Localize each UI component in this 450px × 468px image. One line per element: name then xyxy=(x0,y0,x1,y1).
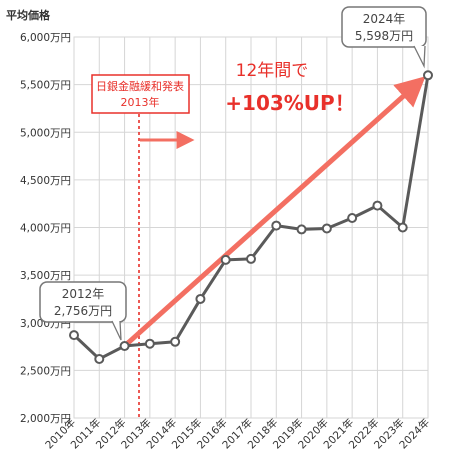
callouts: 2012年 2,756万円 2024年 5,598万円 xyxy=(39,6,427,341)
data-point xyxy=(271,220,282,231)
data-point xyxy=(170,336,181,347)
series-line-group xyxy=(69,70,433,364)
callout-2024-value: 5,598万円 xyxy=(355,29,413,43)
data-point xyxy=(220,254,231,265)
callout-2012-value: 2,756万円 xyxy=(54,304,112,318)
y-tick-label: 5,500万円 xyxy=(20,80,71,92)
y-tick-label: 2,500万円 xyxy=(20,365,71,377)
data-point xyxy=(69,330,79,341)
y-tick-label: 6,000万円 xyxy=(20,32,71,44)
event-annotation: 日銀金融緩和発表 2013年 xyxy=(91,74,195,418)
data-point xyxy=(347,212,358,223)
event-label-box xyxy=(91,74,190,114)
callout-2012-box xyxy=(39,281,127,323)
callout-2012-year: 2012年 xyxy=(62,287,105,301)
data-point xyxy=(94,353,105,364)
trend-arrow xyxy=(122,76,426,348)
y-tick-label: 4,000万円 xyxy=(20,223,71,235)
y-tick-label: 3,500万円 xyxy=(20,270,71,282)
data-point xyxy=(144,338,155,349)
data-point xyxy=(119,340,130,351)
y-axis-ticks: 2,000万円2,500万円3,000万円3,500万円4,000万円4,500… xyxy=(20,32,71,425)
callout-2024-box xyxy=(341,6,427,48)
growth-text-line1: 12年間で xyxy=(236,61,309,81)
y-tick-label: 4,500万円 xyxy=(20,175,71,187)
data-point xyxy=(296,224,307,235)
trend-arrow-group: 12年間で +103%UP！ xyxy=(122,61,426,348)
data-point xyxy=(195,293,206,304)
y-tick-label: 2,000万円 xyxy=(20,413,71,425)
callout-2024-year: 2024年 xyxy=(363,12,406,26)
data-point xyxy=(246,253,256,264)
event-label-line1: 日銀金融緩和発表 xyxy=(96,79,184,93)
callout-2024-pointer xyxy=(413,45,426,69)
data-point xyxy=(423,70,433,81)
data-point xyxy=(397,222,408,233)
callout-2012-pointer xyxy=(111,320,122,341)
y-axis-unit-label: 平均価格 xyxy=(6,9,50,22)
data-point xyxy=(321,223,332,234)
data-point xyxy=(372,200,383,211)
y-tick-label: 5,000万円 xyxy=(20,127,71,139)
growth-text-line2: +103%UP！ xyxy=(225,91,354,115)
event-label-line2: 2013年 xyxy=(121,95,160,109)
x-axis-ticks: 2010年2011年2012年2013年2014年2015年2016年2017年… xyxy=(43,416,433,452)
